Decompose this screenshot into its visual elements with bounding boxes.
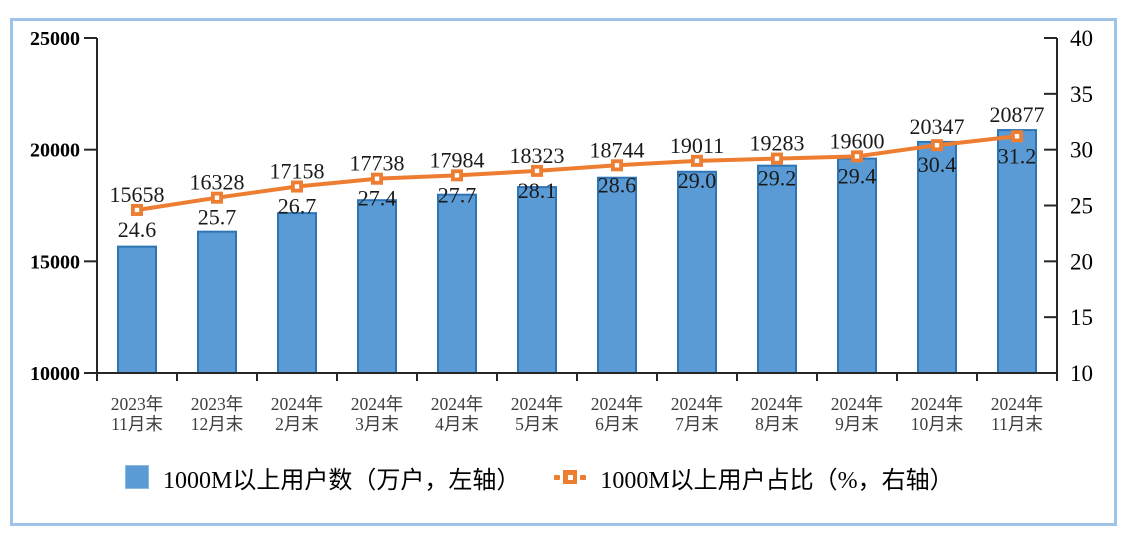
- left-axis-tick-label: 25000: [30, 28, 80, 50]
- line-value-label: 24.6: [118, 217, 157, 242]
- x-axis-label-line1: 2024年: [351, 394, 404, 414]
- x-axis-label-line2: 11月末: [991, 414, 1043, 434]
- line-value-label: 25.7: [198, 205, 237, 230]
- x-axis-label-line2: 11月末: [111, 414, 163, 434]
- bar: [517, 186, 557, 374]
- x-axis-label-line1: 2024年: [591, 394, 644, 414]
- line-series-marker-icon: [554, 470, 587, 484]
- line-value-label: 27.7: [438, 182, 477, 207]
- x-axis-label-line1: 2023年: [191, 394, 244, 414]
- bar: [357, 199, 397, 374]
- bar: [277, 212, 317, 374]
- bar-value-label: 17984: [430, 147, 485, 172]
- line-marker-center: [934, 143, 940, 148]
- x-axis-label-line2: 12月末: [191, 414, 244, 434]
- bar-value-label: 19283: [750, 131, 805, 156]
- x-axis-label-line2: 4月末: [435, 414, 479, 434]
- right-axis-tick-label: 40: [1070, 26, 1093, 51]
- x-axis-label-line1: 2024年: [991, 394, 1044, 414]
- bar-value-label: 17738: [350, 151, 405, 176]
- left-axis-tick-label: 10000: [30, 363, 80, 385]
- line-value-label: 26.7: [278, 194, 317, 219]
- left-axis-tick-label: 20000: [30, 140, 80, 162]
- bar-value-label: 19011: [670, 133, 724, 158]
- line-marker-center: [614, 163, 620, 168]
- line-marker-center: [214, 195, 220, 200]
- x-axis-label-line2: 7月末: [675, 414, 719, 434]
- x-axis-label-line1: 2024年: [271, 394, 324, 414]
- bar: [437, 193, 477, 374]
- x-axis-label-line1: 2024年: [751, 394, 804, 414]
- line-value-label: 27.4: [358, 186, 397, 211]
- right-axis-tick-label: 25: [1070, 194, 1093, 219]
- bar-value-label: 18323: [510, 143, 565, 168]
- line-marker-center: [1014, 134, 1020, 139]
- bar-value-label: 17158: [270, 159, 325, 184]
- x-axis-label-line2: 10月末: [911, 414, 964, 434]
- legend: 1000M以上用户数（万户，左轴） 1000M以上用户占比（%，右轴）: [125, 460, 954, 495]
- line-marker-center: [294, 184, 300, 189]
- bar-value-label: 19600: [830, 128, 885, 153]
- line-value-label: 30.4: [918, 152, 957, 177]
- right-axis-tick-label: 10: [1070, 361, 1093, 386]
- x-axis-label-line2: 5月末: [515, 414, 559, 434]
- bar: [837, 157, 877, 374]
- right-axis-tick-label: 35: [1070, 82, 1093, 107]
- bar-series-swatch-icon: [125, 465, 149, 489]
- x-axis-label-line1: 2024年: [431, 394, 484, 414]
- x-axis-label-line2: 2月末: [275, 414, 319, 434]
- x-axis-label-line2: 8月末: [755, 414, 799, 434]
- legend-item-bar-series: 1000M以上用户数（万户，左轴）: [125, 460, 520, 495]
- line-marker-center: [854, 154, 860, 159]
- line-series-path: [135, 134, 1019, 212]
- legend-label-line-series: 1000M以上用户占比（%，右轴）: [600, 467, 954, 494]
- x-axis-label-line2: 6月末: [595, 414, 639, 434]
- bar-value-label: 20877: [990, 102, 1045, 127]
- line-value-label: 29.2: [758, 166, 797, 191]
- right-axis-tick-label: 30: [1070, 138, 1093, 163]
- bar: [197, 230, 237, 374]
- line-marker-center: [774, 156, 780, 161]
- x-axis-label-line2: 9月末: [835, 414, 879, 434]
- bar-value-label: 20347: [910, 114, 965, 139]
- bar: [917, 140, 957, 374]
- x-axis-label-line1: 2023年: [111, 394, 164, 414]
- legend-label-bar-series: 1000M以上用户数（万户，左轴）: [163, 467, 521, 494]
- bar-value-label: 15658: [110, 182, 165, 207]
- bar-value-label: 18744: [590, 137, 645, 162]
- right-axis-tick-label: 15: [1070, 305, 1093, 330]
- line-marker-center: [534, 168, 540, 174]
- bar: [677, 170, 717, 374]
- line-marker-center: [694, 158, 700, 164]
- bar-value-label: 16328: [190, 170, 245, 195]
- line-value-label: 29.4: [838, 163, 877, 188]
- left-axis-tick-label: 15000: [30, 251, 80, 273]
- right-axis-tick-label: 20: [1070, 249, 1093, 274]
- bar: [757, 164, 797, 374]
- x-axis-label-line1: 2024年: [911, 394, 964, 414]
- x-axis-label-line1: 2024年: [671, 394, 724, 414]
- x-axis-label-line1: 2024年: [831, 394, 884, 414]
- line-marker-center: [134, 207, 140, 213]
- line-marker-center: [374, 176, 380, 181]
- x-axis-label-line1: 2024年: [511, 394, 564, 414]
- bar: [597, 176, 637, 374]
- x-axis-label-line2: 3月末: [355, 414, 399, 434]
- line-value-label: 28.6: [598, 172, 637, 197]
- line-value-label: 31.2: [998, 143, 1037, 168]
- line-value-label: 29.0: [678, 168, 717, 193]
- legend-item-line-series: 1000M以上用户占比（%，右轴）: [554, 460, 954, 495]
- line-value-label: 28.1: [518, 178, 557, 203]
- bar: [117, 245, 157, 374]
- line-marker-center: [454, 173, 460, 178]
